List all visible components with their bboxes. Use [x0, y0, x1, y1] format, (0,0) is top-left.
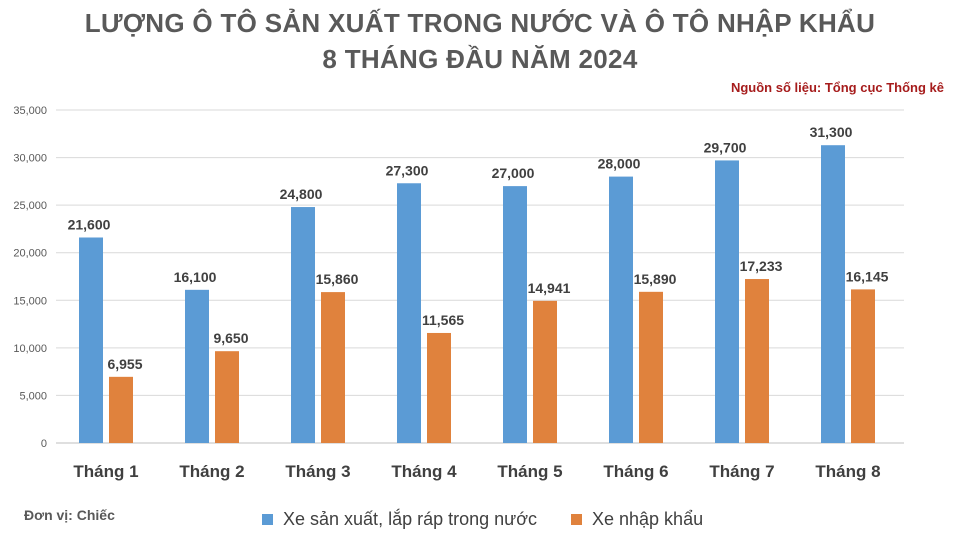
y-tick-label: 20,000 [13, 248, 47, 260]
data-label-imported: 14,941 [528, 280, 571, 296]
y-tick-label: 10,000 [13, 343, 47, 355]
data-source-note: Nguồn số liệu: Tổng cục Thống kê [730, 80, 944, 95]
legend-item-domestic: Xe sản xuất, lắp ráp trong nước [262, 509, 537, 530]
chart-title-line1: LƯỢNG Ô TÔ SẢN XUẤT TRONG NƯỚC VÀ Ô TÔ N… [84, 8, 876, 38]
data-label-domestic: 28,000 [598, 156, 641, 172]
bar-domestic [397, 183, 421, 443]
bar-domestic [821, 145, 845, 443]
x-category-label: Tháng 1 [73, 462, 138, 481]
y-axis-ticks: 0 5,000 10,000 15,000 20,000 25,000 30,000 35,0… [13, 105, 47, 450]
legend-swatch-imported [571, 514, 582, 525]
bar-imported [851, 289, 875, 443]
x-axis-categories: Tháng 1 Tháng 2 Tháng 3 Tháng 4 Tháng 5 Tháng… [73, 462, 880, 481]
data-label-domestic: 16,100 [174, 269, 217, 285]
bars [79, 145, 875, 443]
data-label-imported: 6,955 [107, 356, 142, 372]
bar-imported [321, 292, 345, 443]
bar-domestic [609, 176, 633, 443]
data-label-domestic: 27,300 [386, 162, 429, 178]
bar-imported [215, 351, 239, 443]
y-tick-label: 30,000 [13, 153, 47, 165]
x-category-label: Tháng 2 [179, 462, 244, 481]
bar-domestic [79, 237, 103, 443]
data-label-imported: 17,233 [740, 258, 783, 274]
legend-label-imported: Xe nhập khẩu [592, 509, 704, 529]
data-label-domestic: 24,800 [280, 186, 323, 202]
bar-imported [745, 279, 769, 443]
data-label-imported: 15,890 [634, 271, 677, 287]
y-tick-label: 15,000 [13, 295, 47, 307]
data-label-imported: 15,860 [316, 271, 359, 287]
y-tick-label: 0 [41, 438, 47, 450]
bar-domestic [291, 207, 315, 443]
legend: Xe sản xuất, lắp ráp trong nước Xe nhập … [262, 509, 703, 530]
data-label-domestic: 27,000 [492, 165, 535, 181]
y-tick-label: 25,000 [13, 200, 47, 212]
data-label-imported: 9,650 [213, 330, 248, 346]
bar-domestic [503, 186, 527, 443]
x-category-label: Tháng 8 [815, 462, 880, 481]
x-category-label: Tháng 7 [709, 462, 774, 481]
bar-domestic [715, 160, 739, 443]
y-tick-label: 35,000 [13, 105, 47, 117]
x-category-label: Tháng 3 [285, 462, 350, 481]
bar-domestic [185, 289, 209, 443]
bar-imported [109, 376, 133, 443]
data-label-domestic: 21,600 [68, 216, 111, 232]
data-label-domestic: 31,300 [810, 124, 853, 140]
x-category-label: Tháng 5 [497, 462, 562, 481]
unit-note: Đơn vị: Chiếc [24, 507, 115, 523]
x-category-label: Tháng 4 [391, 462, 457, 481]
data-labels: 21,600 6,955 16,100 9,650 24,800 15,860 27,300… [68, 124, 889, 372]
legend-item-imported: Xe nhập khẩu [571, 509, 703, 530]
legend-label-domestic: Xe sản xuất, lắp ráp trong nước [283, 509, 537, 529]
chart-title-line2: 8 THÁNG ĐẦU NĂM 2024 [322, 44, 638, 74]
legend-swatch-domestic [262, 514, 273, 525]
data-label-imported: 16,145 [846, 268, 889, 284]
x-category-label: Tháng 6 [603, 462, 668, 481]
y-tick-label: 5,000 [19, 390, 47, 402]
bar-imported [427, 332, 451, 443]
data-label-imported: 11,565 [422, 312, 464, 328]
data-label-domestic: 29,700 [704, 139, 747, 155]
bar-imported [533, 300, 557, 443]
bar-imported [639, 291, 663, 443]
